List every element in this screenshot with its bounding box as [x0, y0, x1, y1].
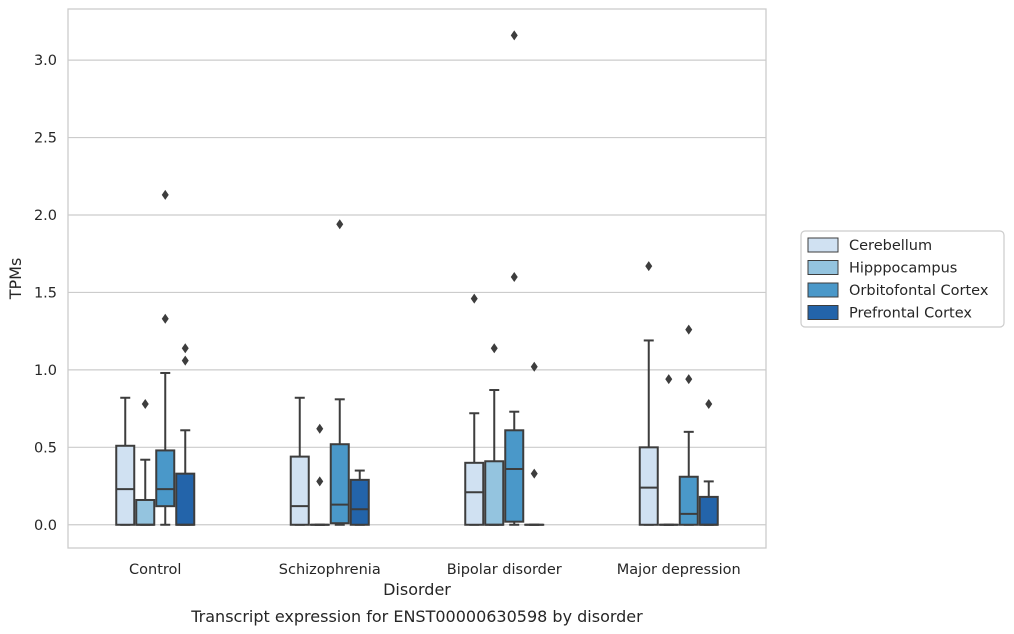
box-body — [155, 449, 176, 508]
box-body — [698, 495, 719, 526]
box-orbitofontal-cortex — [504, 30, 525, 526]
box-hipppocampus — [135, 398, 156, 526]
legend-label: Orbitofontal Cortex — [849, 283, 989, 299]
y-tick-label: 0.5 — [34, 440, 57, 456]
y-axis-ticks: 0.0 0.5 1.0 1.5 2.0 2.5 3.0 — [34, 53, 57, 534]
box-prefrontal-cortex — [698, 398, 719, 526]
outlier-point — [665, 374, 673, 385]
x-tick-label: Major depression — [617, 562, 741, 578]
box-body — [678, 475, 699, 526]
outlier-point — [685, 324, 693, 335]
outlier-point — [316, 423, 324, 434]
box-body — [329, 443, 350, 525]
y-tick-label: 2.5 — [34, 131, 57, 147]
outlier-point — [181, 355, 189, 366]
plot-area — [67, 8, 767, 549]
outlier-point — [141, 398, 149, 409]
x-axis-title: Disorder — [383, 580, 451, 599]
outlier-point — [510, 271, 518, 282]
figure-caption: Transcript expression for ENST0000063059… — [190, 607, 643, 626]
box-body — [175, 472, 196, 526]
outlier-point — [181, 343, 189, 354]
box-hipppocampus — [658, 374, 679, 526]
box-body — [289, 455, 310, 526]
y-tick-label: 2.0 — [34, 208, 57, 224]
y-tick-label: 0.0 — [34, 518, 57, 534]
box-body — [504, 429, 525, 523]
outlier-point — [316, 476, 324, 487]
outlier-point — [530, 468, 538, 479]
y-tick-label: 1.0 — [34, 363, 57, 379]
box-hipppocampus — [484, 343, 505, 526]
legend-swatch — [807, 282, 839, 298]
outlier-point — [705, 398, 713, 409]
outlier-point — [510, 30, 518, 41]
box-body — [484, 460, 505, 526]
outlier-point — [336, 219, 344, 230]
boxes — [115, 30, 719, 526]
legend-label: Cerebellum — [849, 238, 932, 254]
y-tick-label: 1.5 — [34, 285, 57, 301]
box-prefrontal-cortex — [524, 361, 545, 526]
outlier-point — [470, 293, 478, 304]
x-tick-label: Schizophrenia — [279, 562, 381, 578]
box-cerebellum — [464, 293, 485, 526]
box-orbitofontal-cortex — [155, 189, 176, 526]
box-body — [464, 461, 485, 526]
legend: Cerebellum Hipppocampus Orbitofontal Corte… — [800, 230, 1005, 328]
legend-label: Prefrontal Cortex — [849, 306, 972, 322]
legend-swatch — [807, 305, 839, 320]
box-prefrontal-cortex — [349, 469, 370, 526]
legend-swatch — [807, 237, 839, 253]
box-cerebellum — [115, 396, 136, 526]
outlier-point — [530, 361, 538, 372]
x-tick-label: Bipolar disorder — [447, 562, 562, 578]
y-axis-title: TPMs — [6, 258, 25, 301]
box-body — [349, 478, 370, 526]
legend-label: Hipppocampus — [849, 261, 957, 277]
box-body — [115, 444, 136, 526]
box-cerebellum — [638, 261, 659, 526]
legend-frame — [800, 230, 1005, 328]
outlier-point — [685, 374, 693, 385]
x-axis-ticks: Control Schizophrenia Bipolar disorder Majo… — [129, 562, 741, 578]
outlier-point — [161, 313, 169, 324]
outlier-point — [645, 261, 653, 272]
outlier-point — [490, 343, 498, 354]
box-hipppocampus — [309, 423, 330, 526]
box-body — [638, 446, 659, 526]
box-orbitofontal-cortex — [678, 324, 699, 526]
box-cerebellum — [289, 396, 310, 526]
x-tick-label: Control — [129, 562, 181, 578]
legend-swatch — [807, 260, 839, 275]
box-body — [135, 498, 156, 526]
box-orbitofontal-cortex — [329, 219, 350, 526]
box-prefrontal-cortex — [175, 343, 196, 526]
y-tick-label: 3.0 — [34, 53, 57, 69]
outlier-point — [161, 189, 169, 200]
